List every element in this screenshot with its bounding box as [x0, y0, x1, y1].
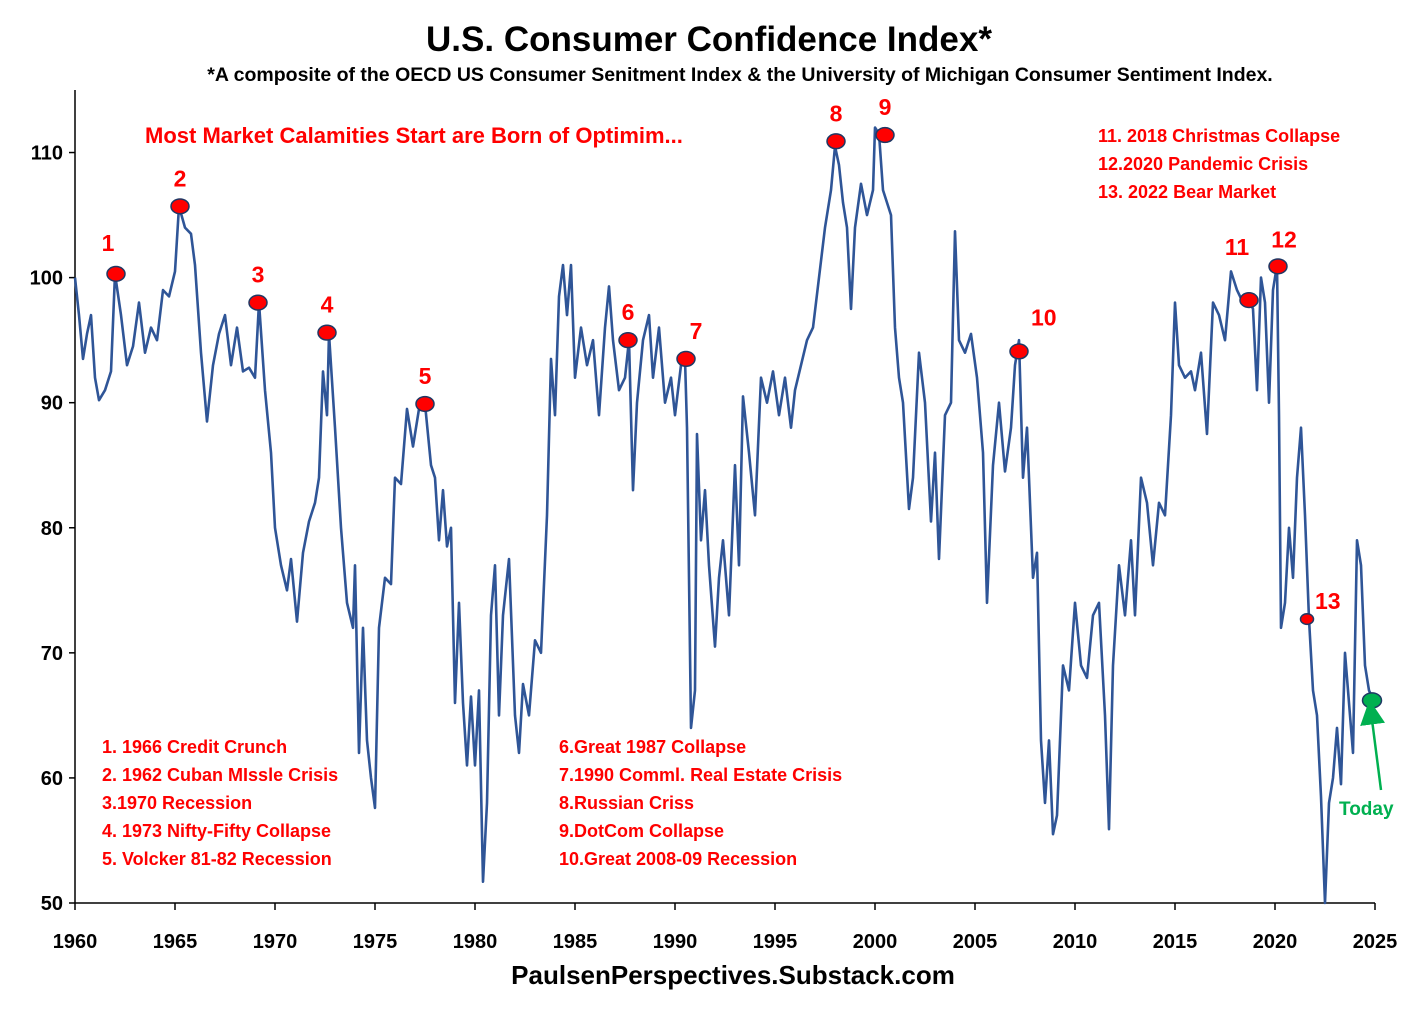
- headline-annotation: Most Market Calamities Start are Born of…: [145, 123, 683, 148]
- event-marker: [826, 133, 846, 150]
- event-marker: [676, 350, 696, 368]
- legend-left-item: 4. 1973 Nifty-Fifty Collapse: [102, 821, 332, 841]
- event-marker-label: 7: [690, 318, 703, 344]
- x-tick-label: 1965: [153, 931, 198, 953]
- x-tick-label: 2015: [1153, 931, 1198, 953]
- legend-right-item: 11. 2018 Christmas Collapse: [1098, 126, 1341, 146]
- x-tick-label: 1960: [53, 931, 98, 953]
- event-marker-label: 5: [419, 363, 432, 389]
- x-tick-label: 1990: [653, 931, 698, 953]
- series-layer: [73, 126, 1375, 905]
- event-marker-label: 3: [252, 262, 265, 288]
- x-tick-label: 1995: [753, 931, 798, 953]
- source-credit: PaulsenPerspectives.Substack.com: [511, 960, 955, 990]
- y-tick-label: 100: [30, 268, 63, 290]
- x-tick-label: 2010: [1053, 931, 1098, 953]
- x-tick-label: 1970: [253, 931, 298, 953]
- today-marker: [1361, 692, 1383, 709]
- event-marker-label: 8: [830, 100, 843, 126]
- legend-left-item: 3.1970 Recession: [102, 793, 253, 813]
- event-marker-label: 1: [102, 230, 115, 256]
- today-arrow: [1360, 699, 1385, 791]
- event-marker: [618, 332, 638, 349]
- legend-right-item: 13. 2022 Bear Market: [1098, 182, 1277, 202]
- x-tick-label: 1980: [453, 931, 498, 953]
- event-marker: [317, 324, 337, 341]
- event-marker: [875, 126, 895, 144]
- y-tick-label: 80: [41, 518, 63, 540]
- legend-left: 1. 1966 Credit Crunch 2. 1962 Cuban MIss…: [102, 733, 338, 873]
- today-label: Today: [1339, 799, 1394, 820]
- legend-left-item: 5. Volcker 81-82 Recession: [102, 849, 332, 869]
- x-tick-label: 2025: [1353, 931, 1398, 953]
- chart-subtitle: *A composite of the OECD US Consumer Sen…: [207, 64, 1273, 86]
- legend-middle-item: 7.1990 Comml. Real Estate Crisis: [559, 765, 843, 785]
- event-marker-label: 10: [1031, 304, 1057, 330]
- event-marker-label: 12: [1271, 226, 1297, 252]
- event-marker-label: 9: [879, 94, 892, 120]
- x-tick-label: 1985: [553, 931, 598, 953]
- series-line: [73, 126, 1375, 905]
- y-tick-label: 60: [41, 768, 63, 790]
- event-marker: [1299, 612, 1315, 626]
- chart-title: U.S. Consumer Confidence Index*: [426, 20, 992, 59]
- legend-middle-item: 9.DotCom Collapse: [559, 821, 725, 841]
- legend-left-item: 2. 1962 Cuban MIssle Crisis: [102, 765, 339, 785]
- legend-right-item: 12.2020 Pandemic Crisis: [1098, 154, 1309, 174]
- x-tick-label: 2020: [1253, 931, 1298, 953]
- y-tick-label: 50: [41, 893, 63, 915]
- event-marker: [1239, 291, 1259, 309]
- event-marker: [170, 198, 190, 215]
- event-marker: [106, 265, 126, 282]
- legend-middle-item: 10.Great 2008-09 Recession: [559, 849, 798, 869]
- event-marker-label: 11: [1225, 234, 1250, 260]
- event-marker: [1268, 258, 1288, 275]
- x-tick-label: 2000: [853, 931, 898, 953]
- event-marker-label: 6: [622, 299, 635, 325]
- y-tick-label: 110: [31, 143, 63, 165]
- event-marker: [1009, 343, 1029, 360]
- legend-middle-item: 6.Great 1987 Collapse: [559, 737, 747, 757]
- event-marker-label: 13: [1315, 588, 1341, 614]
- event-marker-label: 2: [174, 165, 187, 191]
- y-tick-label: 90: [41, 393, 63, 415]
- x-tick-label: 1975: [353, 931, 398, 953]
- event-marker: [248, 294, 268, 311]
- x-tick-label: 2005: [953, 931, 998, 953]
- legend-middle-item: 8.Russian Criss: [559, 793, 695, 813]
- legend-middle: 6.Great 1987 Collapse 7.1990 Comml. Real…: [559, 733, 842, 873]
- legend-left-item: 1. 1966 Credit Crunch: [102, 737, 288, 757]
- legend-right: 11. 2018 Christmas Collapse 12.2020 Pand…: [1098, 122, 1340, 206]
- y-tick-label: 70: [41, 643, 63, 665]
- event-marker: [415, 395, 435, 413]
- event-marker-label: 4: [321, 292, 334, 318]
